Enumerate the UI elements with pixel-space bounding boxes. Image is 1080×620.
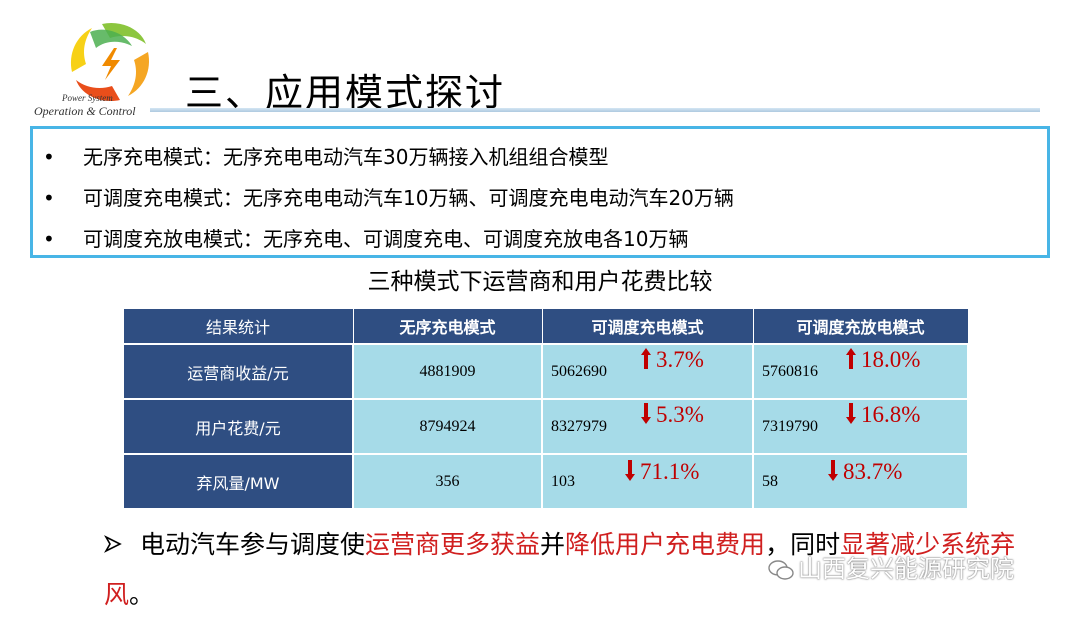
conclusion-part: 。 xyxy=(129,580,155,609)
header-cell: 可调度充放电模式 xyxy=(752,308,969,345)
arrow-down-icon xyxy=(625,460,635,481)
value-cell: 8794924 xyxy=(352,398,543,455)
header-cell: 无序充电模式 xyxy=(352,308,543,345)
watermark: 山西复兴能源研究院 xyxy=(768,549,1014,584)
change-percent-text: 18.0% xyxy=(861,347,921,372)
header-cell: 结果统计 xyxy=(122,308,354,345)
bullet-icon: • xyxy=(43,145,55,169)
value-text: 8327979 xyxy=(551,418,607,435)
bullet-icon: • xyxy=(43,186,55,210)
bullet-icon: • xyxy=(43,227,55,251)
value-cell: 4881909 xyxy=(352,343,543,400)
mode-item-text: 无序充电模式：无序充电电动汽车30万辆接入机组组合模型 xyxy=(83,145,609,169)
conclusion-highlight: 降低用户充电费用 xyxy=(565,530,766,559)
watermark-text: 山西复兴能源研究院 xyxy=(798,555,1014,583)
comparison-table: 结果统计 无序充电模式 可调度充电模式 可调度充放电模式 运营商收益/元 4881… xyxy=(122,308,969,510)
arrow-up-icon xyxy=(641,348,651,369)
conclusion-part: 并 xyxy=(540,530,566,559)
change-percent-text: 5.3% xyxy=(656,402,704,427)
row-label: 运营商收益/元 xyxy=(122,343,354,400)
table-caption: 三种模式下运营商和用户花费比较 xyxy=(367,269,713,295)
arrow-down-icon xyxy=(828,460,838,481)
value-text: 58 xyxy=(762,473,778,490)
page-title: 三、应用模式探讨 xyxy=(185,71,506,115)
mode-item-text: 可调度充放电模式：无序充电、可调度充电、可调度充放电各10万辆 xyxy=(83,227,689,251)
value-text: 5062690 xyxy=(551,363,607,380)
arrow-up-icon xyxy=(846,348,856,369)
value-cell: 58 83.7% xyxy=(752,453,969,510)
logo-text-line2: Operation & Control xyxy=(34,104,136,118)
mode-item-text: 可调度充电模式：无序充电电动汽车10万辆、可调度充电电动汽车20万辆 xyxy=(83,186,734,210)
value-text: 103 xyxy=(551,473,575,490)
value-cell: 8327979 5.3% xyxy=(541,398,754,455)
change-percent: 5.3% xyxy=(639,402,704,428)
change-percent-text: 71.1% xyxy=(640,459,700,484)
arrow-down-icon xyxy=(846,403,856,424)
value-cell: 5062690 3.7% xyxy=(541,343,754,400)
change-percent: 16.8% xyxy=(844,402,920,428)
table-row: 运营商收益/元 4881909 5062690 3.7% 5760816 18.0% xyxy=(122,343,969,400)
logo-text-line1: Power System xyxy=(62,93,113,103)
row-label: 用户花费/元 xyxy=(122,398,354,455)
row-label: 弃风量/MW xyxy=(122,453,354,510)
conclusion-highlight: 运营商更多获益 xyxy=(365,530,541,559)
mode-item: • 无序充电模式：无序充电电动汽车30万辆接入机组组合模型 xyxy=(43,141,608,170)
table-row: 用户花费/元 8794924 8327979 5.3% 7319790 16.8% xyxy=(122,398,969,455)
change-percent-text: 16.8% xyxy=(861,402,921,427)
value-text: 5760816 xyxy=(762,363,818,380)
header-cell: 可调度充电模式 xyxy=(541,308,754,345)
conclusion-part: 电动汽车参与调度使 xyxy=(140,530,366,559)
value-cell: 103 71.1% xyxy=(541,453,754,510)
arrow-down-icon xyxy=(641,403,651,424)
value-cell: 356 xyxy=(352,453,543,510)
value-cell: 5760816 18.0% xyxy=(752,343,969,400)
value-text: 7319790 xyxy=(762,418,818,435)
change-percent: 18.0% xyxy=(844,347,920,373)
change-percent: 83.7% xyxy=(826,459,902,485)
table-row: 弃风量/MW 356 103 71.1% 58 83.7% xyxy=(122,453,969,510)
mode-item: • 可调度充放电模式：无序充电、可调度充电、可调度充放电各10万辆 xyxy=(43,223,688,252)
wechat-icon xyxy=(768,560,794,580)
conclusion-text: 电动汽车参与调度使运营商更多获益并降低用户充电费用，同时显著减少系统弃风。 xyxy=(104,520,1034,620)
logo-emblem-icon xyxy=(70,22,150,102)
arrow-bullet-icon xyxy=(104,535,122,553)
table-header-row: 结果统计 无序充电模式 可调度充电模式 可调度充放电模式 xyxy=(122,308,969,345)
conclusion-highlight: 显著减少系统弃风 xyxy=(104,530,1016,609)
change-percent-text: 3.7% xyxy=(656,347,704,372)
title-underline xyxy=(150,108,1040,112)
change-percent: 71.1% xyxy=(623,459,699,485)
mode-item: • 可调度充电模式：无序充电电动汽车10万辆、可调度充电电动汽车20万辆 xyxy=(43,182,734,211)
change-percent-text: 83.7% xyxy=(843,459,903,484)
conclusion-part: ，同时 xyxy=(765,530,841,559)
change-percent: 3.7% xyxy=(639,347,704,373)
value-cell: 7319790 16.8% xyxy=(752,398,969,455)
modes-box: • 无序充电模式：无序充电电动汽车30万辆接入机组组合模型 • 可调度充电模式：无序… xyxy=(30,126,1050,258)
